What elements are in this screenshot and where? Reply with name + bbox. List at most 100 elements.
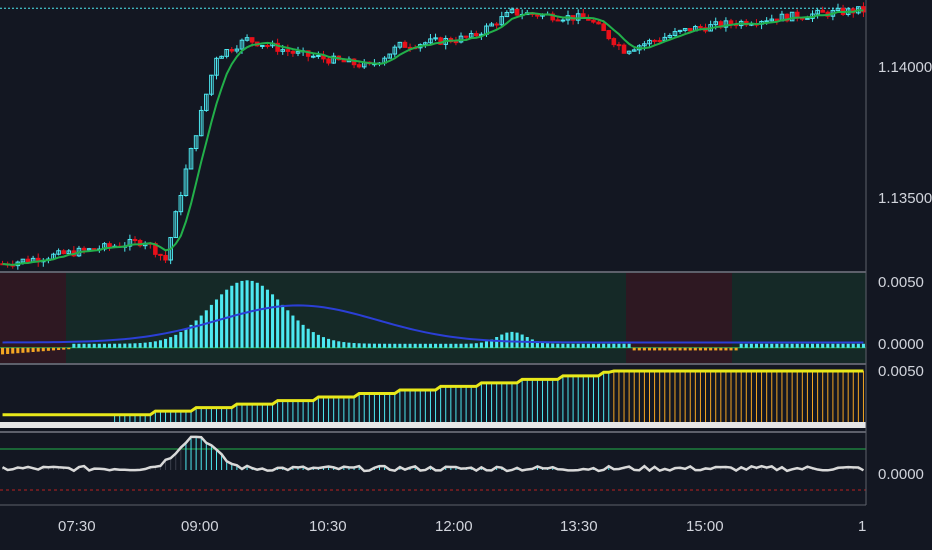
histogram-bar bbox=[561, 343, 565, 348]
histogram-bar bbox=[831, 343, 835, 348]
candle-body bbox=[672, 31, 678, 36]
histogram-bar bbox=[77, 343, 81, 348]
candle-body bbox=[158, 253, 163, 256]
candle-body bbox=[652, 39, 657, 42]
histogram-bar bbox=[805, 343, 809, 348]
histogram-bar bbox=[148, 342, 152, 348]
candle-body bbox=[285, 49, 291, 52]
candle-body bbox=[224, 49, 229, 57]
histogram-bar bbox=[800, 343, 804, 348]
histogram-bar bbox=[260, 285, 264, 348]
histogram-bar bbox=[449, 343, 453, 348]
candle-body bbox=[591, 19, 596, 23]
histogram-bar bbox=[775, 343, 779, 348]
histogram-bar bbox=[6, 347, 10, 354]
histogram-bar bbox=[1, 347, 5, 355]
histogram-bar bbox=[393, 343, 397, 348]
histogram-bar bbox=[551, 343, 555, 348]
histogram-bar bbox=[398, 343, 402, 348]
histogram-bar bbox=[795, 343, 799, 348]
candle-body bbox=[188, 148, 194, 170]
histogram-bar bbox=[220, 294, 224, 348]
candle-body bbox=[280, 49, 286, 52]
histogram-bar bbox=[495, 337, 499, 348]
candle-body bbox=[621, 44, 627, 54]
histogram-bar bbox=[301, 324, 305, 348]
histogram-bar bbox=[311, 332, 315, 348]
histogram-bar bbox=[204, 310, 208, 348]
signal-line bbox=[2, 304, 864, 344]
time-tick-label: 07:30 bbox=[58, 518, 96, 535]
histogram-bar bbox=[515, 332, 519, 348]
histogram-bar bbox=[245, 280, 249, 348]
histogram-bar bbox=[571, 343, 575, 348]
histogram-bar bbox=[255, 282, 259, 348]
histogram-bar bbox=[617, 343, 621, 348]
histogram-bar bbox=[739, 343, 743, 348]
histogram-bar bbox=[576, 343, 580, 348]
histogram-bar bbox=[647, 347, 652, 351]
histogram-bar bbox=[276, 299, 280, 348]
histogram-bar bbox=[673, 347, 677, 351]
candle-body bbox=[356, 64, 362, 68]
histogram-bar bbox=[209, 304, 213, 348]
histogram-bar bbox=[72, 343, 76, 348]
histogram-bar bbox=[372, 343, 376, 348]
candle-body bbox=[504, 12, 510, 18]
candle-body bbox=[784, 13, 790, 22]
time-tick-label: 09:00 bbox=[181, 518, 219, 535]
volatility-pane[interactable] bbox=[0, 369, 866, 428]
histogram-bar bbox=[383, 343, 387, 348]
histogram-bar bbox=[367, 343, 371, 348]
histogram-bar bbox=[62, 347, 66, 350]
histogram-bar bbox=[347, 342, 351, 348]
osc-tick-label: 0.0050 bbox=[878, 274, 924, 291]
candle-body bbox=[677, 29, 683, 33]
histogram-bar bbox=[321, 337, 326, 348]
candle-body bbox=[606, 30, 612, 40]
time-tick-label: 1 bbox=[858, 518, 866, 535]
histogram-bar bbox=[841, 343, 845, 348]
histogram-bar bbox=[92, 343, 96, 348]
candle-body bbox=[499, 16, 505, 26]
histogram-bar bbox=[663, 347, 667, 351]
candle-body bbox=[509, 8, 515, 14]
candle-body bbox=[861, 6, 866, 13]
candle-body bbox=[229, 49, 235, 52]
histogram-bar bbox=[734, 347, 738, 351]
histogram-bar bbox=[637, 347, 641, 351]
candle-body bbox=[601, 23, 606, 32]
histogram-bar bbox=[46, 347, 50, 351]
histogram-bar bbox=[286, 310, 290, 348]
histogram-bar bbox=[627, 343, 631, 348]
momentum-pane[interactable] bbox=[0, 435, 866, 491]
candle-body bbox=[56, 250, 61, 255]
histogram-bar bbox=[719, 347, 723, 351]
candle-body bbox=[453, 41, 459, 44]
histogram-bar bbox=[332, 340, 336, 348]
histogram-bar bbox=[158, 340, 162, 348]
candle-body bbox=[331, 55, 336, 64]
oscillator-pane[interactable] bbox=[0, 273, 866, 363]
candle-body bbox=[127, 238, 133, 247]
candle-body bbox=[209, 74, 214, 95]
candle-body bbox=[642, 43, 647, 47]
price-pane[interactable] bbox=[0, 2, 866, 270]
candle-body bbox=[316, 54, 321, 57]
histogram-bar bbox=[36, 347, 40, 352]
histogram-bar bbox=[704, 347, 708, 351]
candle-body bbox=[239, 39, 245, 50]
histogram-bar bbox=[291, 315, 295, 348]
candle-body bbox=[234, 48, 240, 52]
histogram-bar bbox=[653, 347, 657, 351]
candle-body bbox=[81, 247, 87, 251]
histogram-bar bbox=[439, 343, 443, 348]
candle-body bbox=[550, 13, 555, 21]
momentum-line bbox=[1, 435, 865, 473]
histogram-bar bbox=[388, 343, 392, 348]
histogram-bar bbox=[693, 347, 697, 351]
candle-body bbox=[163, 254, 168, 261]
candle-body bbox=[835, 7, 841, 12]
baseline-band bbox=[0, 422, 866, 428]
